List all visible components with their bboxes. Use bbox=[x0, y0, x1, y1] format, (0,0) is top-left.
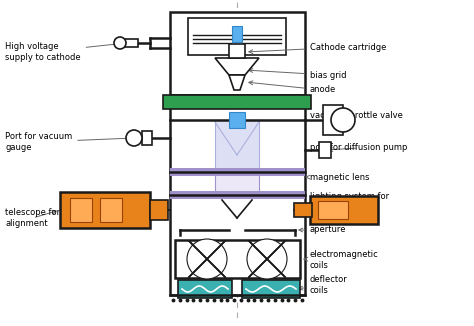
Bar bbox=[142, 131, 152, 145]
Bar bbox=[323, 105, 343, 135]
Text: deflector
coils: deflector coils bbox=[299, 275, 348, 295]
Bar bbox=[232, 26, 242, 42]
Bar bbox=[170, 12, 305, 95]
Bar bbox=[294, 203, 312, 217]
Polygon shape bbox=[229, 75, 245, 90]
Bar bbox=[70, 198, 92, 222]
Text: telescope for
alignment: telescope for alignment bbox=[5, 208, 60, 228]
Bar bbox=[310, 196, 378, 224]
Circle shape bbox=[126, 130, 142, 146]
Text: anode: anode bbox=[249, 81, 336, 95]
Bar bbox=[215, 120, 259, 175]
Circle shape bbox=[114, 37, 126, 49]
Bar bbox=[178, 280, 232, 298]
Text: magnetic lens: magnetic lens bbox=[306, 173, 370, 183]
Polygon shape bbox=[215, 58, 259, 75]
Bar bbox=[175, 240, 300, 278]
Bar bbox=[60, 192, 150, 228]
Text: electromagnetic
coils: electromagnetic coils bbox=[304, 250, 379, 270]
Bar bbox=[125, 39, 138, 47]
Bar bbox=[100, 198, 122, 222]
Bar bbox=[229, 44, 245, 58]
Bar bbox=[188, 18, 286, 55]
Bar bbox=[318, 201, 348, 219]
Text: High voltage
supply to cathode: High voltage supply to cathode bbox=[5, 42, 122, 62]
Bar bbox=[170, 95, 305, 295]
Text: Port for vacuum
gauge: Port for vacuum gauge bbox=[5, 132, 130, 152]
Bar bbox=[163, 95, 311, 109]
Bar bbox=[150, 200, 168, 220]
Bar bbox=[170, 191, 305, 199]
Bar bbox=[170, 168, 305, 176]
Text: Cathode cartridge: Cathode cartridge bbox=[249, 42, 386, 53]
Text: vacuum throttle valve: vacuum throttle valve bbox=[310, 111, 403, 120]
Circle shape bbox=[331, 108, 355, 132]
Bar bbox=[215, 172, 259, 195]
Text: aperture: aperture bbox=[299, 226, 346, 234]
Bar bbox=[229, 112, 245, 128]
Text: port for diffusion pump: port for diffusion pump bbox=[310, 143, 407, 153]
Text: lighting system for
alignment: lighting system for alignment bbox=[310, 192, 389, 212]
Circle shape bbox=[187, 239, 227, 279]
Text: bias grid: bias grid bbox=[249, 68, 346, 80]
Circle shape bbox=[247, 239, 287, 279]
Bar bbox=[242, 280, 300, 298]
Bar bbox=[319, 142, 331, 158]
